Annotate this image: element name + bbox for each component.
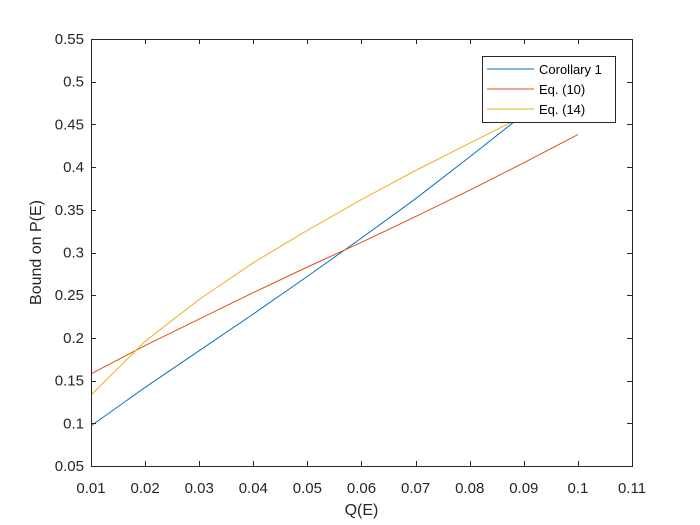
x-tick-label: 0.08	[455, 480, 484, 497]
series-line-3	[90, 115, 525, 396]
y-tick-label: 0.4	[63, 159, 84, 176]
series-line-1	[90, 113, 525, 427]
x-tick-label: 0.06	[347, 480, 376, 497]
x-tick-label: 0.03	[185, 480, 214, 497]
y-tick-label: 0.25	[55, 287, 84, 304]
legend: Corollary 1 Eq. (10) Eq. (14)	[482, 56, 616, 123]
series-layer	[90, 113, 579, 427]
y-tick-label: 0.5	[63, 74, 84, 91]
y-axis-label: Bound on P(E)	[28, 200, 45, 305]
y-tick-label: 0.1	[63, 415, 84, 432]
y-axis: 0.05 0.1 0.15 0.2 0.25 0.3 0.35 0.4 0.45 0.5 0.55	[55, 31, 632, 475]
x-tick-label: 0.1	[567, 480, 588, 497]
series-line-2	[90, 134, 579, 375]
x-tick-label: 0.04	[239, 480, 268, 497]
y-tick-label: 0.3	[63, 245, 84, 262]
x-tick-label: 0.09	[509, 480, 538, 497]
y-tick-label: 0.2	[63, 330, 84, 347]
x-tick-label: 0.02	[130, 480, 159, 497]
y-tick-label: 0.45	[55, 116, 84, 133]
x-tick-label: 0.07	[401, 480, 430, 497]
y-tick-label: 0.05	[55, 458, 84, 475]
x-tick-label: 0.05	[293, 480, 322, 497]
y-tick-label: 0.35	[55, 202, 84, 219]
legend-label-2: Eq. (10)	[539, 82, 585, 97]
y-tick-label: 0.15	[55, 373, 84, 390]
legend-label-1: Corollary 1	[539, 62, 602, 77]
y-tick-label: 0.55	[55, 31, 84, 48]
legend-label-3: Eq. (14)	[539, 102, 585, 117]
x-tick-label: 0.01	[76, 480, 105, 497]
x-axis-label: Q(E)	[345, 502, 379, 519]
x-tick-label: 0.11	[618, 480, 646, 497]
x-axis: 0.01 0.02 0.03 0.04 0.05 0.06 0.07 0.08 0.09 0.1 0…	[76, 39, 646, 497]
